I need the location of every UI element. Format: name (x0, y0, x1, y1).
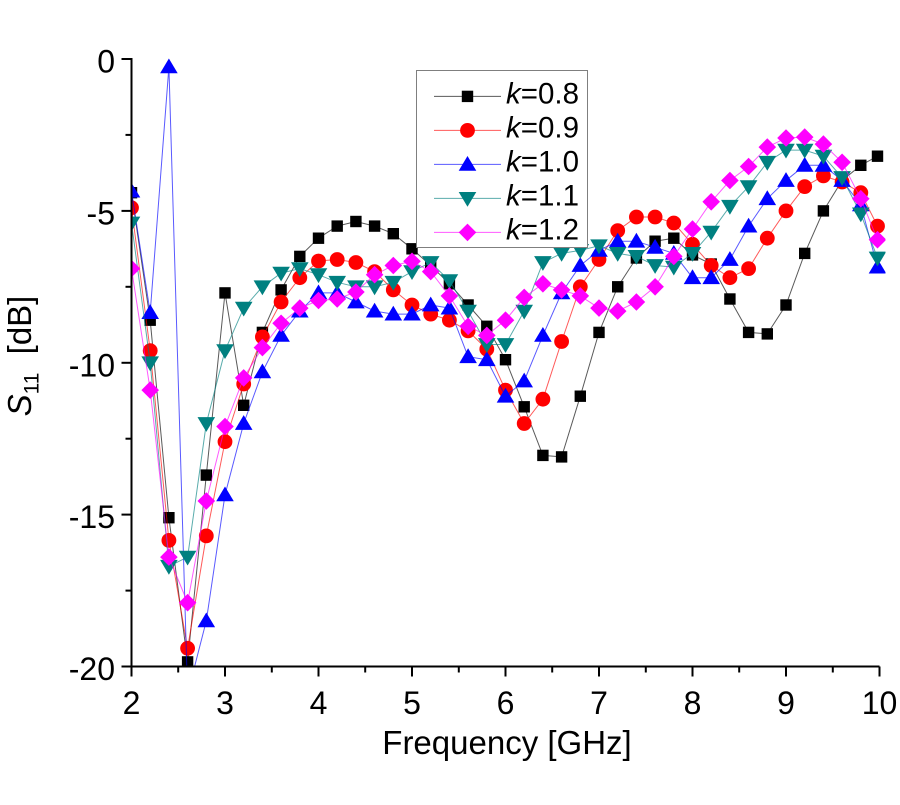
svg-text:10: 10 (862, 685, 898, 721)
svg-text:k=1.1: k=1.1 (506, 179, 579, 212)
svg-text:k=1.0: k=1.0 (506, 145, 579, 178)
svg-text:5: 5 (403, 685, 421, 721)
svg-text:-10: -10 (69, 347, 115, 383)
svg-text:0: 0 (97, 44, 115, 80)
svg-text:k=1.2: k=1.2 (506, 213, 579, 246)
svg-text:-15: -15 (69, 499, 115, 535)
svg-text:9: 9 (777, 685, 795, 721)
svg-text:8: 8 (684, 685, 702, 721)
svg-text:-5: -5 (87, 195, 115, 231)
svg-text:-20: -20 (69, 651, 115, 687)
svg-text:6: 6 (497, 685, 515, 721)
svg-text:2: 2 (123, 685, 141, 721)
svg-text:7: 7 (590, 685, 608, 721)
svg-text:S11 [dB]: S11 [dB] (1, 296, 44, 417)
svg-text:3: 3 (216, 685, 234, 721)
svg-text:k=0.9: k=0.9 (506, 111, 579, 144)
svg-text:Frequency [GHz]: Frequency [GHz] (382, 724, 631, 761)
svg-text:4: 4 (310, 685, 328, 721)
svg-text:k=0.8: k=0.8 (506, 77, 579, 110)
